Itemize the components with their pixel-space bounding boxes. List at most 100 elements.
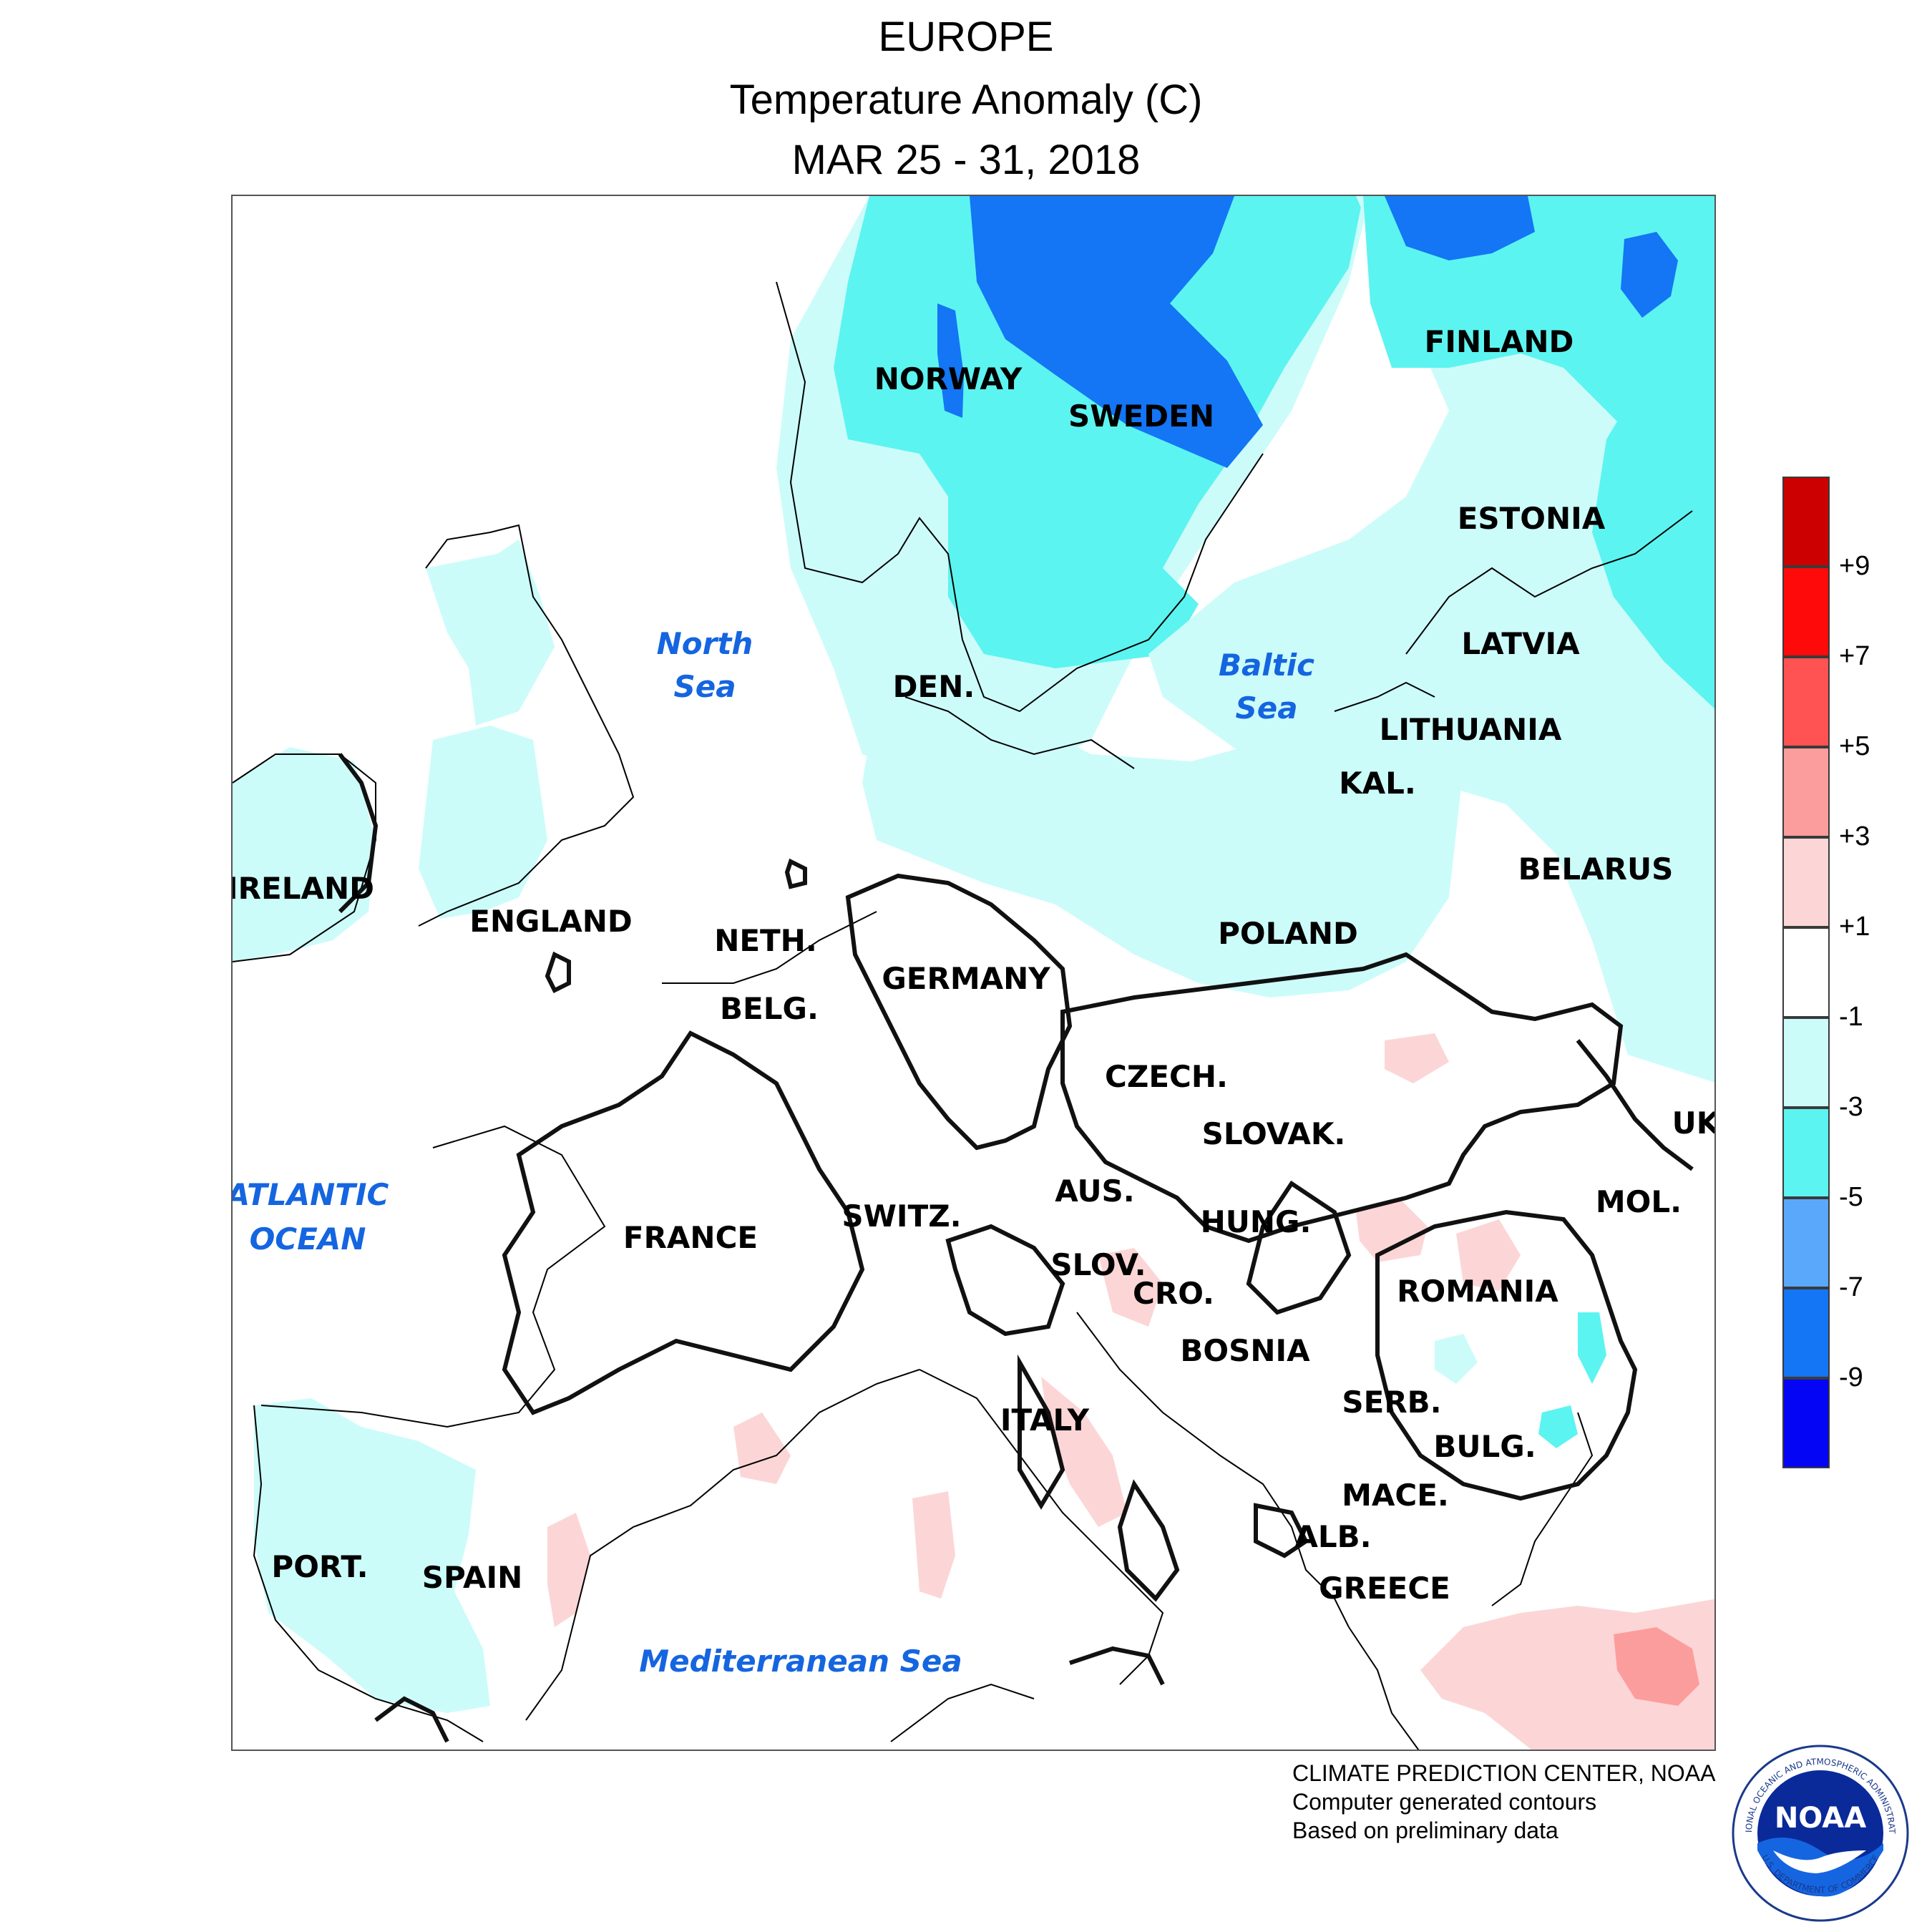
map-title: EUROPE bbox=[878, 14, 1054, 60]
label-baltic-sea: Baltic bbox=[1219, 648, 1314, 683]
label-croatia: CRO. bbox=[1133, 1276, 1214, 1311]
shade-romania-mid-1 bbox=[1578, 1312, 1606, 1384]
coastlines bbox=[233, 281, 1693, 1750]
shade-baltic-poland-light bbox=[862, 697, 1463, 997]
label-atlantic-ocean: ATLANTIC bbox=[233, 1177, 389, 1212]
noaa-logo-text: NOAA bbox=[1775, 1802, 1866, 1835]
label-switzerland: SWITZ. bbox=[841, 1199, 961, 1234]
label-germany: GERMANY bbox=[882, 961, 1050, 996]
label-north-sea: North bbox=[657, 626, 753, 661]
label-finland: FINLAND bbox=[1425, 324, 1574, 359]
shade-finland-light bbox=[1148, 196, 1714, 1083]
water-labels: North Sea Baltic Sea ATLANTIC OCEAN Medi… bbox=[233, 626, 1314, 1679]
legend-bin bbox=[1782, 657, 1830, 747]
shade-norway-dark-spot bbox=[937, 303, 964, 418]
label-albania: ALB. bbox=[1294, 1519, 1371, 1554]
label-england: ENGLAND bbox=[469, 904, 633, 939]
legend-bin bbox=[1782, 567, 1830, 657]
noaa-logo: NOAA NATIONAL OCEANIC AND ATMOSPHERIC AD… bbox=[1730, 1743, 1909, 1922]
label-moldova: MOL. bbox=[1596, 1184, 1682, 1219]
shade-romania-mid-2 bbox=[1538, 1405, 1578, 1448]
shade-spain-east-pink bbox=[547, 1513, 590, 1627]
shade-russia-mid bbox=[1592, 205, 1714, 709]
shade-france-south-pink bbox=[733, 1413, 791, 1484]
legend-tick: +3 bbox=[1839, 821, 1870, 852]
shade-finland-dark-spot bbox=[1621, 232, 1678, 318]
shade-turkey-pink-dark bbox=[1614, 1627, 1699, 1706]
legend-tick: +9 bbox=[1839, 551, 1870, 581]
label-czechia: CZECH. bbox=[1105, 1059, 1228, 1094]
legend-bin bbox=[1782, 747, 1830, 837]
country-labels: NORWAY SWEDEN FINLAND ESTONIA LATVIA LIT… bbox=[233, 324, 1716, 1606]
legend-tick: +5 bbox=[1839, 731, 1870, 761]
label-latvia: LATVIA bbox=[1461, 626, 1580, 661]
label-belgium: BELG. bbox=[720, 991, 819, 1026]
legend-tick: +7 bbox=[1839, 641, 1870, 671]
label-macedonia: MACE. bbox=[1342, 1478, 1449, 1513]
label-greece: GREECE bbox=[1319, 1571, 1450, 1606]
shade-poland-east-pink bbox=[1385, 1033, 1449, 1083]
map-canvas: NORWAY SWEDEN FINLAND ESTONIA LATVIA LIT… bbox=[233, 196, 1716, 1750]
label-denmark: DEN. bbox=[893, 669, 975, 704]
legend-bin bbox=[1782, 1288, 1830, 1378]
label-italy: ITALY bbox=[1000, 1402, 1090, 1438]
label-estonia: ESTONIA bbox=[1458, 501, 1606, 536]
label-slovakia: SLOVAK. bbox=[1202, 1116, 1346, 1151]
shade-england-light bbox=[419, 726, 547, 919]
legend-tick: -1 bbox=[1839, 1002, 1863, 1032]
label-romania: ROMANIA bbox=[1397, 1274, 1558, 1309]
shade-adriatic-pink bbox=[1098, 1248, 1163, 1327]
legend-bin bbox=[1782, 1108, 1830, 1198]
label-portugal: PORT. bbox=[271, 1549, 368, 1584]
label-ireland: IRELAND bbox=[233, 871, 374, 906]
shade-finland-dark bbox=[1385, 196, 1535, 260]
map-variable: Temperature Anomaly (C) bbox=[729, 77, 1203, 123]
label-slovenia: SLOV. bbox=[1050, 1247, 1146, 1282]
map-period: MAR 25 - 31, 2018 bbox=[791, 137, 1141, 183]
label-baltic-sea-2: Sea bbox=[1235, 691, 1297, 726]
shade-britain-light bbox=[426, 540, 555, 726]
shade-ireland-light bbox=[233, 747, 376, 962]
label-atlantic-ocean-2: OCEAN bbox=[250, 1221, 366, 1257]
legend-bin bbox=[1782, 927, 1830, 1018]
credit-method: Computer generated contours bbox=[1292, 1789, 1597, 1815]
label-mediterranean-sea: Mediterranean Sea bbox=[639, 1644, 962, 1679]
label-serbia: SERB. bbox=[1342, 1385, 1441, 1420]
shade-romania-pink bbox=[1456, 1219, 1521, 1291]
shade-italy-pink bbox=[1041, 1377, 1127, 1527]
legend-bin bbox=[1782, 1378, 1830, 1468]
color-legend bbox=[1782, 477, 1830, 1468]
shade-scandinavia-dark bbox=[970, 196, 1263, 468]
label-spain: SPAIN bbox=[422, 1560, 522, 1595]
label-poland: POLAND bbox=[1218, 916, 1358, 951]
label-france: FRANCE bbox=[623, 1220, 758, 1255]
shade-iberia-light bbox=[254, 1398, 490, 1713]
shade-hungary-romania-pink bbox=[1356, 1198, 1428, 1262]
map-panel: NORWAY SWEDEN FINLAND ESTONIA LATVIA LIT… bbox=[231, 195, 1716, 1751]
label-bulgaria: BULG. bbox=[1433, 1429, 1536, 1464]
label-belarus: BELARUS bbox=[1518, 852, 1674, 887]
legend-tick: -7 bbox=[1839, 1272, 1863, 1302]
legend-bin bbox=[1782, 1198, 1830, 1288]
zero-contours bbox=[338, 753, 1694, 1743]
shade-sardinia-pink bbox=[912, 1491, 955, 1599]
legend-tick: -9 bbox=[1839, 1362, 1863, 1392]
label-uk-ukraine: UK bbox=[1672, 1106, 1716, 1141]
label-sweden: SWEDEN bbox=[1068, 399, 1214, 434]
legend-tick: +1 bbox=[1839, 912, 1870, 942]
label-lithuania: LITHUANIA bbox=[1380, 712, 1562, 747]
legend-bin bbox=[1782, 837, 1830, 927]
credit-data-note: Based on preliminary data bbox=[1292, 1818, 1558, 1843]
label-bosnia: BOSNIA bbox=[1180, 1333, 1310, 1368]
label-norway: NORWAY bbox=[874, 361, 1023, 396]
label-north-sea-2: Sea bbox=[673, 669, 736, 704]
legend-bin bbox=[1782, 1018, 1830, 1108]
label-austria: AUS. bbox=[1055, 1174, 1135, 1209]
legend-tick: -5 bbox=[1839, 1182, 1863, 1212]
legend-tick: -3 bbox=[1839, 1092, 1863, 1122]
label-hungary: HUNG. bbox=[1201, 1204, 1312, 1239]
label-netherlands: NETH. bbox=[714, 923, 817, 958]
label-kaliningrad: KAL. bbox=[1339, 766, 1416, 801]
legend-bin bbox=[1782, 477, 1830, 567]
credit-source: CLIMATE PREDICTION CENTER, NOAA bbox=[1292, 1760, 1716, 1786]
